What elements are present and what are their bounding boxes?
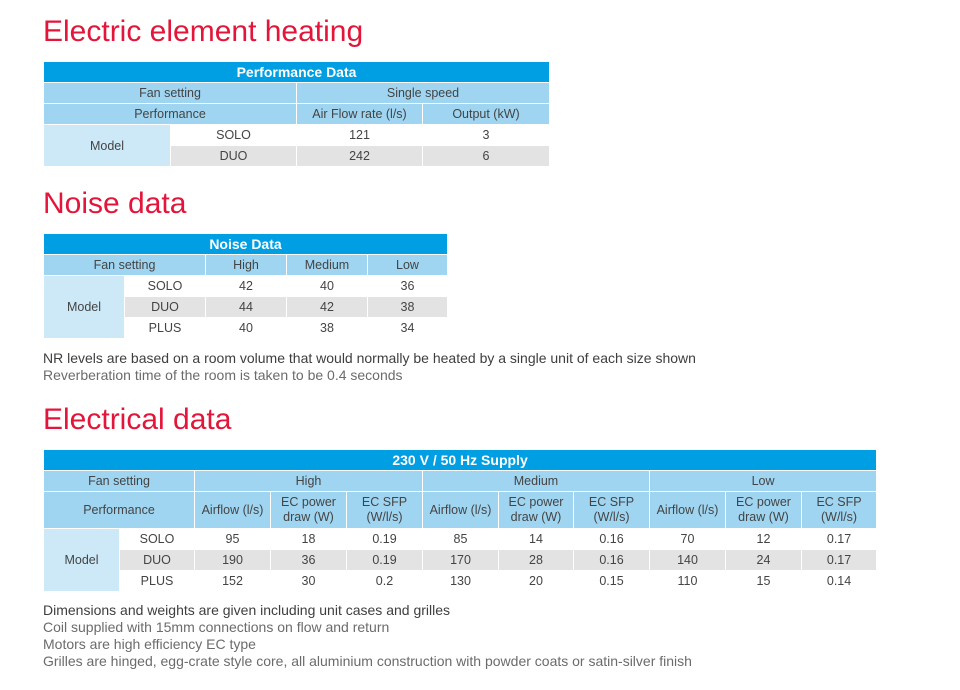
table-cell: 30 [270, 570, 347, 592]
table-row: DUO 190 36 0.19 170 28 0.16 140 24 0.17 [44, 549, 878, 571]
note-line: Dimensions and weights are given includi… [43, 602, 451, 618]
table-cell: 110 [649, 570, 726, 592]
model-name: DUO [124, 296, 206, 318]
table-cell: 15 [725, 570, 802, 592]
single-speed-label: Single speed [295, 82, 551, 104]
medium-header: Medium [286, 254, 368, 276]
table-cell: 6 [421, 145, 551, 167]
noise-data-table: Noise Data Fan setting High Medium Low M… [43, 233, 448, 339]
table-cell: 121 [296, 124, 423, 146]
model-name: DUO [170, 145, 297, 167]
airflow-header: Airflow (l/s) [194, 491, 271, 529]
fan-setting-label: Fan setting [43, 254, 206, 276]
ec-sfp-header: EC SFP (W/l/s) [573, 491, 650, 529]
low-header: Low [648, 470, 878, 492]
high-header: High [205, 254, 287, 276]
high-header: High [194, 470, 423, 492]
model-label: Model [43, 528, 120, 592]
model-name: SOLO [124, 275, 206, 297]
table-cell: 140 [649, 549, 726, 571]
note-line: Reverberation time of the room is taken … [43, 367, 403, 383]
airflow-header: Air Flow rate (l/s) [296, 103, 423, 125]
table-cell: 44 [205, 296, 287, 318]
table-cell: 0.2 [346, 570, 423, 592]
note-line: Coil supplied with 15mm connections on f… [43, 619, 390, 635]
table-cell: 0.16 [573, 528, 650, 550]
fan-setting-label: Fan setting [43, 470, 195, 492]
note-line: Motors are high efficiency EC type [43, 636, 256, 652]
table-cell: 28 [498, 549, 574, 571]
table-cell: 40 [286, 275, 368, 297]
table-row: Model SOLO 121 3 [43, 124, 551, 167]
heading-electrical-data: Electrical data [43, 403, 232, 436]
table-cell: 14 [498, 528, 574, 550]
table-cell: 85 [422, 528, 499, 550]
table-cell: 0.16 [573, 549, 650, 571]
model-label: Model [43, 275, 125, 339]
table-cell: 0.17 [800, 549, 878, 571]
table-cell: 170 [422, 549, 499, 571]
performance-label: Performance [43, 491, 195, 529]
model-name: SOLO [170, 124, 297, 146]
note-line: NR levels are based on a room volume tha… [43, 350, 696, 366]
table-cell: 95 [194, 528, 271, 550]
ec-sfp-header: EC SFP (W/l/s) [346, 491, 423, 529]
airflow-header: Airflow (l/s) [649, 491, 726, 529]
table-cell: 0.17 [800, 528, 878, 550]
table-title: Noise Data [43, 233, 448, 255]
model-name: SOLO [119, 528, 195, 550]
table-cell: 12 [725, 528, 802, 550]
table-row: Model SOLO 42 40 36 [43, 275, 448, 339]
table-cell: 20 [498, 570, 574, 592]
low-header: Low [367, 254, 448, 276]
table-cell: 152 [194, 570, 271, 592]
ec-power-header: EC power draw (W) [270, 491, 347, 529]
model-name: DUO [119, 549, 195, 571]
ec-sfp-header: EC SFP (W/l/s) [800, 491, 878, 529]
heading-noise-data: Noise data [43, 187, 187, 220]
table-cell: 18 [270, 528, 347, 550]
table-cell: 38 [367, 296, 448, 318]
table-row: PLUS 152 30 0.2 130 20 0.15 110 15 0.14 [44, 570, 878, 592]
table-cell: 40 [205, 317, 287, 339]
note-line: Grilles are hinged, egg-crate style core… [43, 653, 692, 669]
heading-electric-element-heating: Electric element heating [43, 15, 364, 48]
table-cell: 34 [367, 317, 448, 339]
table-cell: 0.19 [346, 549, 423, 571]
fan-setting-label: Fan setting [43, 82, 297, 104]
noise-notes: NR levels are based on a room volume tha… [43, 350, 696, 384]
table-row: Model SOLO 95 18 0.19 85 14 0.16 70 12 0… [43, 528, 878, 592]
output-header: Output (kW) [421, 103, 551, 125]
electrical-notes: Dimensions and weights are given includi… [43, 602, 692, 670]
table-cell: 0.15 [573, 570, 650, 592]
table-cell: 70 [649, 528, 726, 550]
ec-power-header: EC power draw (W) [725, 491, 802, 529]
table-cell: 242 [296, 145, 423, 167]
table-cell: 36 [367, 275, 448, 297]
table-cell: 3 [421, 124, 551, 146]
table-cell: 38 [286, 317, 368, 339]
table-row: DUO 242 6 [44, 145, 551, 167]
table-title: Performance Data [42, 61, 551, 83]
table-cell: 36 [270, 549, 347, 571]
performance-label: Performance [43, 103, 297, 125]
table-cell: 24 [725, 549, 802, 571]
electrical-data-table: 230 V / 50 Hz Supply Fan setting High Me… [42, 449, 878, 592]
table-cell: 42 [205, 275, 287, 297]
table-cell: 0.19 [346, 528, 423, 550]
model-label: Model [43, 124, 171, 167]
model-name: PLUS [124, 317, 206, 339]
table-cell: 130 [422, 570, 499, 592]
table-cell: 190 [194, 549, 271, 571]
ec-power-header: EC power draw (W) [498, 491, 574, 529]
table-row: PLUS 40 38 34 [44, 317, 448, 339]
medium-header: Medium [422, 470, 650, 492]
airflow-header: Airflow (l/s) [422, 491, 499, 529]
model-name: PLUS [119, 570, 195, 592]
performance-data-table: Performance Data Fan setting Single spee… [42, 61, 551, 167]
table-row: DUO 44 42 38 [44, 296, 448, 318]
table-cell: 0.14 [800, 570, 878, 592]
table-cell: 42 [286, 296, 368, 318]
table-title: 230 V / 50 Hz Supply [42, 449, 878, 471]
